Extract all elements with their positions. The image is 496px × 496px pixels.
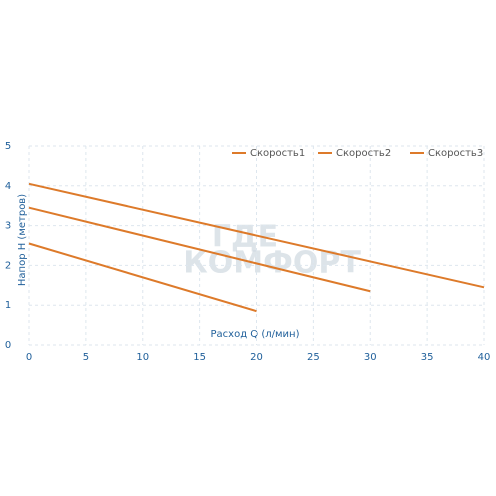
x-tick-label: 0 — [26, 352, 32, 363]
y-tick-label: 3 — [5, 221, 11, 232]
y-tick-label: 0 — [5, 340, 11, 351]
x-tick-label: 40 — [478, 352, 491, 363]
watermark: КОМФОРТ — [183, 246, 361, 281]
y-tick-label: 4 — [5, 181, 11, 192]
series-line — [28, 182, 485, 289]
legend-label: Скорость2 — [336, 148, 391, 159]
x-tick-label: 20 — [250, 352, 263, 363]
x-tick-label: 35 — [421, 352, 434, 363]
x-tick-label: 15 — [193, 352, 206, 363]
legend-label: Скорость1 — [250, 148, 305, 159]
y-tick-label: 1 — [5, 300, 11, 311]
y-tick-label: 5 — [5, 141, 11, 152]
series-line — [28, 242, 257, 313]
series-line — [28, 206, 371, 293]
x-tick-label: 10 — [136, 352, 149, 363]
y-tick-label: 2 — [5, 260, 11, 271]
x-axis-title: Расход Q (л/мин) — [211, 329, 300, 340]
x-tick-label: 25 — [307, 352, 320, 363]
x-tick-label: 30 — [364, 352, 377, 363]
x-tick-label: 5 — [83, 352, 89, 363]
y-axis-title: Напор Н (метров) — [17, 194, 28, 286]
legend-label: Скорость3 — [428, 148, 483, 159]
